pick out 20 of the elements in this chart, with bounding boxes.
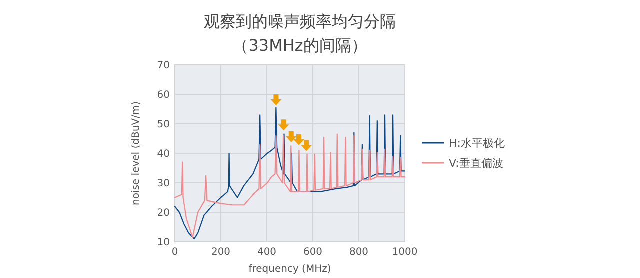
x-tick-label: 600	[303, 247, 323, 258]
y-tick-label: 50	[157, 120, 170, 130]
legend-label: H:水平极化	[449, 137, 505, 150]
y-tick-label: 60	[157, 90, 170, 101]
x-tick-label: 200	[211, 247, 231, 258]
line-series	[174, 134, 406, 238]
y-axis-title: noise level (dBuV/m)	[131, 101, 142, 206]
x-tick-label: 400	[257, 247, 277, 258]
legend-label: V:垂直偏波	[449, 157, 504, 170]
x-axis-title: frequency (MHz)	[248, 264, 332, 275]
chart-title: 观察到的噪声频率均匀分隔	[204, 12, 396, 31]
x-tick-label: 0	[172, 247, 178, 258]
y-tick-label: 30	[157, 178, 170, 190]
y-tick-label: 40	[157, 149, 170, 160]
y-tick-label: 70	[157, 60, 170, 72]
x-tick-label: 800	[349, 247, 369, 258]
chart-subtitle: （33MHz的间隔）	[232, 36, 368, 55]
y-tick-label: 10	[157, 238, 170, 248]
x-tick-label: 1000	[392, 247, 418, 258]
y-tick-label: 20	[157, 208, 170, 219]
